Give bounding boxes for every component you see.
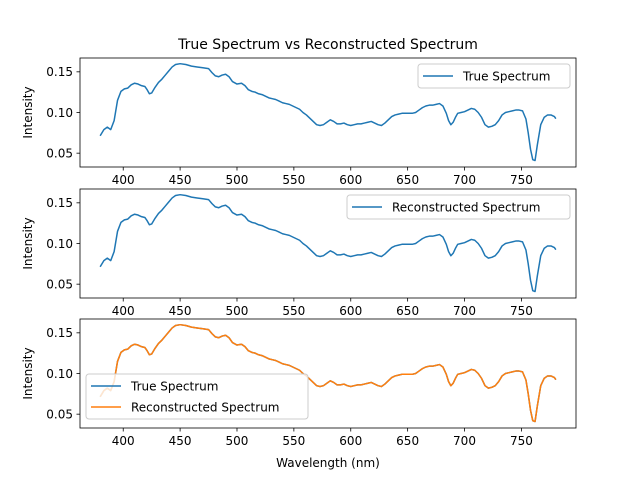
x-tick-label: 700 [453,173,476,187]
legend-label-2: Reconstructed Spectrum [131,400,280,414]
x-tick-label: 600 [339,434,362,448]
x-tick-label: 600 [339,173,362,187]
x-tick-label: 600 [339,304,362,318]
x-tick-label: 700 [453,304,476,318]
subplot-2: 400 450 500 550 600 650 700 750 0.05 0.10 0.15 Inte… [21,188,577,318]
legend-frame [346,194,571,220]
x-tick-label: 450 [169,173,192,187]
y-tick-label: 0.15 [46,65,73,79]
subplot-1: 400 450 500 550 600 650 700 750 0.05 0.10 0.15 Inte… [21,37,577,187]
x-tick-label: 500 [226,304,249,318]
legend-frame [417,63,571,89]
x-tick-label: 550 [282,173,305,187]
x-tick-label: 550 [282,434,305,448]
y-tick-label: 0.10 [46,106,73,120]
x-tick-label: 450 [169,434,192,448]
legend: True Spectrum Reconstructed Spectrum [85,373,309,420]
x-tick-label: 500 [226,434,249,448]
x-tick-label: 400 [112,173,135,187]
subplot-3: 400 450 500 550 600 650 700 750 0.05 0.10 0.15 Inte… [21,318,577,470]
series-line-1 [99,62,557,162]
y-axis-label: Intensity [21,217,35,269]
x-tick-label: 650 [396,173,419,187]
x-tick-label: 750 [510,304,533,318]
series-line-2 [99,323,557,423]
x-tick-label: 650 [396,434,419,448]
x-tick-label: 550 [282,304,305,318]
y-axis-label: Intensity [21,347,35,399]
legend: True Spectrum [417,63,571,89]
x-axis-label: Wavelength (nm) [276,456,380,470]
y-tick-label: 0.15 [46,326,73,340]
x-tick-label: 650 [396,304,419,318]
x-tick-label: 750 [510,173,533,187]
legend: Reconstructed Spectrum [346,194,571,220]
series-line-1 [99,193,557,293]
y-tick-label: 0.05 [46,407,73,421]
chart-title: True Spectrum vs Reconstructed Spectrum [177,37,478,53]
x-tick-label: 500 [226,173,249,187]
y-tick-label: 0.10 [46,367,73,381]
x-tick-label: 750 [510,434,533,448]
legend-frame [85,373,309,420]
y-axis-label: Intensity [21,86,35,138]
y-tick-label: 0.05 [46,146,73,160]
x-tick-label: 700 [453,434,476,448]
legend-label-1: Reconstructed Spectrum [392,200,541,214]
x-tick-label: 400 [112,434,135,448]
y-tick-label: 0.05 [46,277,73,291]
y-tick-label: 0.15 [46,196,73,210]
y-tick-label: 0.10 [46,237,73,251]
x-tick-label: 450 [169,304,192,318]
legend-label-1: True Spectrum [130,379,218,393]
x-tick-label: 400 [112,304,135,318]
legend-label-1: True Spectrum [462,69,550,83]
